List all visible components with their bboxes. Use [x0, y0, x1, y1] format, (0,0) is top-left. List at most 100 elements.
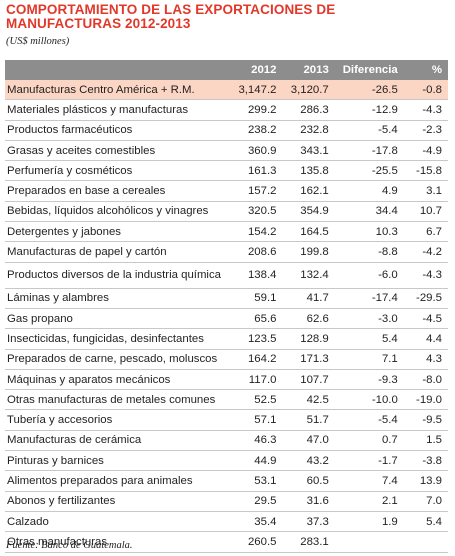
cell-2013: 107.7: [282, 369, 335, 391]
cell-diferencia: -5.4: [334, 120, 404, 141]
table-row: Grasas y aceites comestibles 360.9 343.1 -1…: [5, 140, 448, 162]
cell-percent: -4.2: [403, 241, 448, 263]
cell-percent: 7.0: [403, 491, 448, 512]
table-row: Calzado 35.4 37.3 1.9 5.4: [5, 511, 448, 533]
cell-diferencia: -9.3: [334, 369, 404, 391]
cell-2013: 135.8: [282, 160, 335, 182]
cell-percent: -0.8: [403, 80, 448, 101]
cell-2012: 238.2: [227, 120, 283, 141]
table-row: Alimentos preparados para animales 53.1 60…: [5, 470, 448, 492]
table-subtitle: (US$ millones): [6, 36, 70, 47]
row-label: Abonos y fertilizantes: [5, 491, 227, 512]
header-diferencia: Diferencia: [334, 60, 404, 80]
table-row: Perfumería y cosméticos 161.3 135.8 -25.5 -1…: [5, 160, 448, 182]
cell-percent: -2.3: [403, 120, 448, 141]
cell-2012: 52.5: [227, 389, 283, 411]
cell-2012: 161.3: [227, 160, 283, 182]
cell-2013: 128.9: [282, 328, 335, 350]
table-row: Preparados en base a cereales 157.2 162.1 4…: [5, 180, 448, 202]
cell-percent: -4.5: [403, 308, 448, 330]
row-label: Productos farmacéuticos: [5, 120, 227, 141]
exports-table: 2012 2013 Diferencia % Manufacturas Cent…: [5, 60, 448, 553]
cell-percent: -8.0: [403, 369, 448, 391]
table-row: Manufacturas Centro América + R.M. 3,147.…: [5, 80, 448, 101]
table-row: Detergentes y jabones 154.2 164.5 10.3 6.7: [5, 221, 448, 243]
row-label: Tubería y accesorios: [5, 409, 227, 431]
table-header-row: 2012 2013 Diferencia %: [5, 60, 448, 80]
cell-2012: 57.1: [227, 409, 283, 431]
cell-diferencia: 0.7: [334, 430, 404, 452]
table-row: Abonos y fertilizantes 29.5 31.6 2.1 7.0: [5, 491, 448, 512]
row-label: Preparados de carne, pescado, moluscos: [5, 349, 227, 370]
cell-2013: 232.8: [282, 120, 335, 141]
table-row: Manufacturas de cerámica 46.3 47.0 0.7 1.5: [5, 430, 448, 452]
cell-2012: 123.5: [227, 328, 283, 350]
table-row: Tubería y accesorios 57.1 51.7 -5.4 -9.5: [5, 409, 448, 431]
cell-percent: 5.4: [403, 511, 448, 533]
row-label: Otras manufacturas de metales comunes: [5, 389, 227, 411]
table-title: COMPORTAMIENTO DE LAS EXPORTACIONES DE M…: [6, 2, 336, 31]
cell-percent: -29.5: [403, 288, 448, 309]
cell-2012: 46.3: [227, 430, 283, 452]
table-row: Materiales plásticos y manufacturas 299.2…: [5, 99, 448, 121]
cell-diferencia: 7.1: [334, 349, 404, 370]
header-2013: 2013: [282, 60, 335, 80]
row-label: Manufacturas de papel y cartón: [5, 241, 227, 263]
cell-2013: 3,120.7: [282, 80, 335, 101]
cell-diferencia: -12.9: [334, 99, 404, 121]
cell-2013: 43.2: [282, 450, 335, 472]
cell-percent: -4.9: [403, 140, 448, 162]
cell-2012: 138.4: [227, 262, 283, 289]
row-label: Calzado: [5, 511, 227, 533]
cell-diferencia: -26.5: [334, 80, 404, 101]
cell-percent: -4.3: [403, 99, 448, 121]
table-row: Productos diversos de la industria quími…: [5, 262, 448, 289]
cell-percent: -9.5: [403, 409, 448, 431]
cell-2013: 283.1: [282, 531, 335, 553]
table-row: Pinturas y barnices 44.9 43.2 -1.7 -3.8: [5, 450, 448, 472]
cell-2012: 29.5: [227, 491, 283, 512]
cell-2013: 42.5: [282, 389, 335, 411]
row-label: Otras manufacturas: [5, 531, 227, 553]
row-label: Alimentos preparados para animales: [5, 470, 227, 492]
cell-2013: 171.3: [282, 349, 335, 370]
cell-2013: 286.3: [282, 99, 335, 121]
cell-percent: 10.7: [403, 201, 448, 223]
header-label: [5, 60, 227, 80]
row-label: Bebidas, líquidos alcohólicos y vinagres: [5, 201, 227, 223]
cell-2013: 343.1: [282, 140, 335, 162]
table-row: Gas propano 65.6 62.6 -3.0 -4.5: [5, 308, 448, 330]
row-label: Preparados en base a cereales: [5, 180, 227, 202]
cell-2012: 208.6: [227, 241, 283, 263]
row-label: Insecticidas, fungicidas, desinfectantes: [5, 328, 227, 350]
cell-diferencia: -1.7: [334, 450, 404, 472]
row-label: Manufacturas de cerámica: [5, 430, 227, 452]
table-row: Otras manufacturas 260.5 283.1: [5, 531, 448, 553]
cell-2012: 44.9: [227, 450, 283, 472]
source-note: Fuente: Banco de Guatemala.: [6, 540, 133, 551]
cell-diferencia: 34.4: [334, 201, 404, 223]
row-label: Materiales plásticos y manufacturas: [5, 99, 227, 121]
cell-diferencia: 5.4: [334, 328, 404, 350]
cell-diferencia: -25.5: [334, 160, 404, 182]
cell-2013: 62.6: [282, 308, 335, 330]
cell-percent: 1.5: [403, 430, 448, 452]
cell-2012: 154.2: [227, 221, 283, 243]
cell-2012: 35.4: [227, 511, 283, 533]
cell-diferencia: 2.1: [334, 491, 404, 512]
cell-2012: 59.1: [227, 288, 283, 309]
row-label: Detergentes y jabones: [5, 221, 227, 243]
cell-percent: -4.3: [403, 262, 448, 289]
table-row: Preparados de carne, pescado, moluscos 16…: [5, 349, 448, 370]
row-label: Pinturas y barnices: [5, 450, 227, 472]
row-label: Manufacturas Centro América + R.M.: [5, 80, 227, 101]
cell-diferencia: -17.8: [334, 140, 404, 162]
cell-2012: 3,147.2: [227, 80, 283, 101]
cell-percent: 6.7: [403, 221, 448, 243]
cell-diferencia: 10.3: [334, 221, 404, 243]
cell-diferencia: 1.9: [334, 511, 404, 533]
cell-2012: 53.1: [227, 470, 283, 492]
cell-diferencia: -17.4: [334, 288, 404, 309]
table-row: Otras manufacturas de metales comunes 52.…: [5, 389, 448, 411]
row-label: Productos diversos de la industria quími…: [5, 262, 227, 289]
